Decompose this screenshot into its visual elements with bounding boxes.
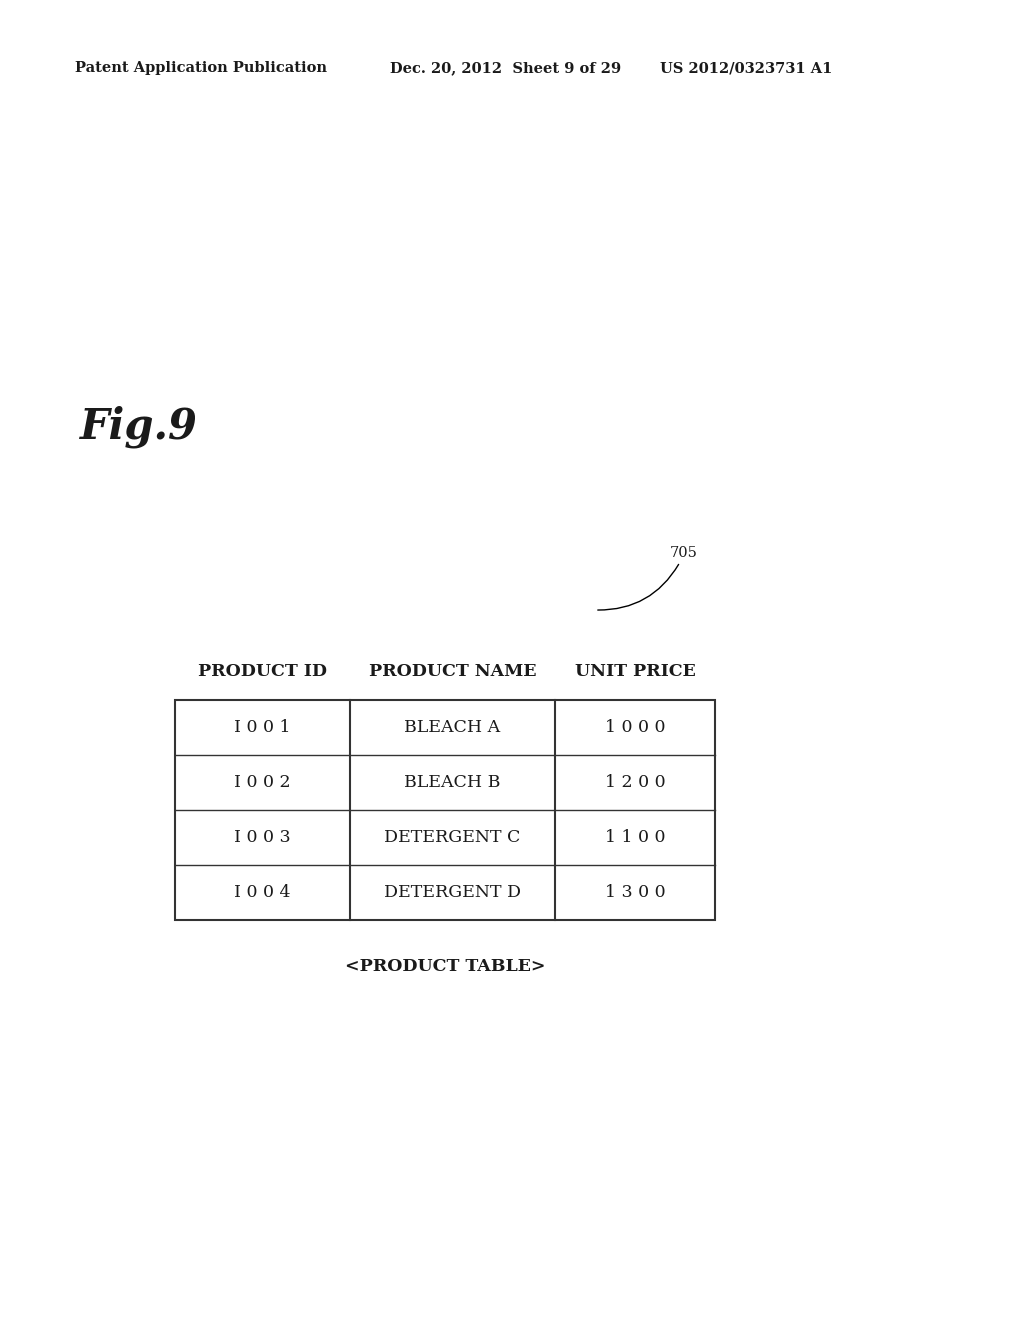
Bar (175, 700, 715, 920)
Text: I 0 0 3: I 0 0 3 (234, 829, 291, 846)
Text: UNIT PRICE: UNIT PRICE (574, 664, 695, 681)
Text: US 2012/0323731 A1: US 2012/0323731 A1 (660, 61, 833, 75)
Text: I 0 0 2: I 0 0 2 (234, 774, 291, 791)
Text: I 0 0 4: I 0 0 4 (234, 884, 291, 902)
Text: 1 3 0 0: 1 3 0 0 (605, 884, 666, 902)
Text: Patent Application Publication: Patent Application Publication (75, 61, 327, 75)
Text: DETERGENT D: DETERGENT D (384, 884, 521, 902)
Text: 705: 705 (670, 546, 698, 560)
Text: Fig.9: Fig.9 (80, 405, 198, 447)
Text: Dec. 20, 2012  Sheet 9 of 29: Dec. 20, 2012 Sheet 9 of 29 (390, 61, 622, 75)
Text: 1 1 0 0: 1 1 0 0 (605, 829, 666, 846)
Text: <PRODUCT TABLE>: <PRODUCT TABLE> (345, 958, 545, 975)
Text: 1 2 0 0: 1 2 0 0 (605, 774, 666, 791)
Text: 1 0 0 0: 1 0 0 0 (605, 719, 666, 737)
Text: BLEACH B: BLEACH B (404, 774, 501, 791)
Text: PRODUCT ID: PRODUCT ID (198, 664, 327, 681)
Text: BLEACH A: BLEACH A (404, 719, 501, 737)
Text: DETERGENT C: DETERGENT C (384, 829, 520, 846)
Text: PRODUCT NAME: PRODUCT NAME (369, 664, 537, 681)
Text: I 0 0 1: I 0 0 1 (234, 719, 291, 737)
